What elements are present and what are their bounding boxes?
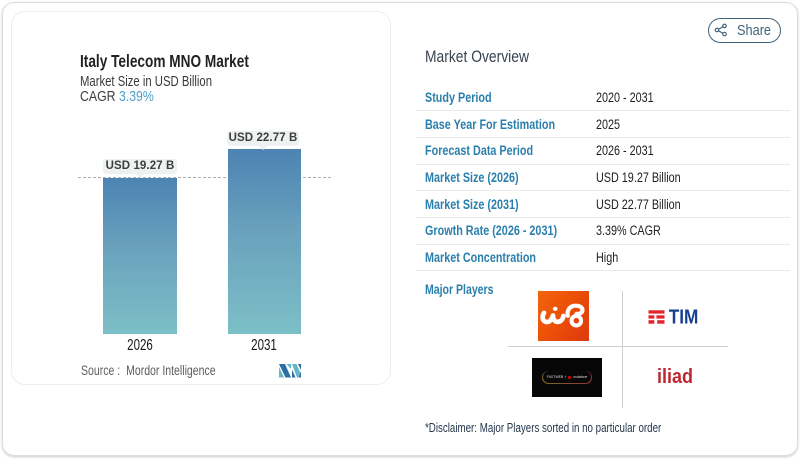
svg-text:TIM: TIM [669, 307, 699, 325]
